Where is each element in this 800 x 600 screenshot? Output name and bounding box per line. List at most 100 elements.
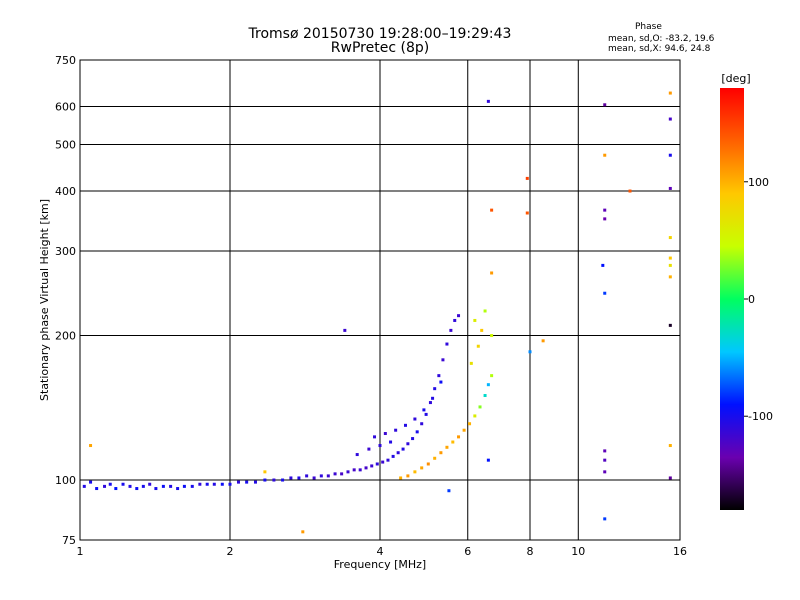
data-point xyxy=(439,380,443,384)
data-point xyxy=(439,451,443,455)
phase-stats-heading: Phase xyxy=(635,22,662,32)
data-point xyxy=(603,103,607,107)
data-point xyxy=(468,422,472,426)
data-point xyxy=(483,309,487,313)
data-point xyxy=(108,482,112,486)
y-tick-label: 600 xyxy=(55,101,76,114)
data-point xyxy=(413,470,417,474)
phase-stats-o-mode: mean, sd,O: -83.2, 19.6 xyxy=(608,34,715,44)
data-point xyxy=(445,342,449,346)
data-point xyxy=(253,480,257,484)
data-point xyxy=(340,472,344,476)
data-point xyxy=(426,462,430,466)
data-point xyxy=(378,444,382,448)
data-point xyxy=(457,314,461,318)
data-point xyxy=(473,414,477,418)
data-point xyxy=(89,480,93,484)
data-point xyxy=(343,328,347,332)
data-point xyxy=(490,334,494,338)
x-tick-label: 2 xyxy=(227,545,234,558)
data-point xyxy=(135,487,139,491)
data-point xyxy=(319,474,323,478)
data-point xyxy=(486,99,490,103)
y-tick-label: 300 xyxy=(55,245,76,258)
data-point xyxy=(437,374,441,378)
data-point xyxy=(433,387,437,391)
data-point xyxy=(462,428,466,432)
plot-grid xyxy=(79,59,681,541)
colorbar-tick-label: 0 xyxy=(748,293,755,306)
plot-frame xyxy=(79,59,681,541)
data-point xyxy=(668,117,672,121)
data-point xyxy=(312,476,316,480)
y-tick-label: 200 xyxy=(55,330,76,343)
data-point xyxy=(457,435,461,439)
data-point xyxy=(447,489,451,493)
data-point xyxy=(182,484,186,488)
data-point xyxy=(428,401,432,405)
x-tick-label: 1 xyxy=(77,545,84,558)
data-point xyxy=(603,458,607,462)
data-point xyxy=(212,482,216,486)
data-point xyxy=(401,447,405,451)
data-point xyxy=(396,451,400,455)
data-point xyxy=(469,361,473,365)
data-point xyxy=(381,460,385,464)
data-point xyxy=(245,480,249,484)
data-point xyxy=(281,478,285,482)
data-point xyxy=(406,442,410,446)
data-point xyxy=(603,153,607,157)
data-point xyxy=(154,487,158,491)
data-point xyxy=(476,344,480,348)
data-point xyxy=(383,432,387,436)
data-point xyxy=(346,470,350,474)
data-point xyxy=(236,480,240,484)
data-point xyxy=(490,271,494,275)
data-point xyxy=(603,217,607,221)
data-point xyxy=(95,487,99,491)
data-point xyxy=(490,208,494,212)
data-point xyxy=(422,408,426,412)
y-tick-label: 500 xyxy=(55,139,76,152)
data-point xyxy=(603,291,607,295)
colorbar-unit-label: [deg] xyxy=(721,72,750,85)
data-point xyxy=(445,445,449,449)
data-point xyxy=(486,458,490,462)
data-point xyxy=(389,440,393,444)
data-point xyxy=(148,482,152,486)
data-point xyxy=(205,482,209,486)
data-point xyxy=(668,476,672,480)
data-point xyxy=(297,476,301,480)
data-point xyxy=(453,318,457,322)
data-point xyxy=(364,466,368,470)
data-point xyxy=(198,482,202,486)
data-point xyxy=(441,358,445,362)
data-point xyxy=(601,263,605,267)
data-point xyxy=(301,530,305,534)
colorbar-tick-label: 100 xyxy=(748,176,769,189)
data-point xyxy=(483,394,487,398)
data-point xyxy=(480,328,484,332)
data-point xyxy=(103,484,107,488)
chart-subtitle: RwPretec (8p) xyxy=(330,40,430,56)
data-point xyxy=(668,263,672,267)
data-point xyxy=(289,476,293,480)
data-point xyxy=(478,405,482,409)
data-point xyxy=(352,468,356,472)
data-point xyxy=(433,456,437,460)
data-point xyxy=(668,153,672,157)
data-point xyxy=(668,275,672,279)
x-tick-label: 4 xyxy=(377,545,384,558)
data-point xyxy=(420,466,424,470)
y-axis-label: Stationary phase Virtual Height [km] xyxy=(38,199,51,401)
data-point xyxy=(603,470,607,474)
data-point xyxy=(420,422,424,426)
data-point xyxy=(386,458,390,462)
x-tick-label: 16 xyxy=(673,545,687,558)
data-points xyxy=(82,91,672,534)
data-point xyxy=(668,323,672,327)
data-point xyxy=(121,482,125,486)
data-point xyxy=(668,236,672,240)
data-point xyxy=(406,474,410,478)
data-point xyxy=(603,517,607,521)
